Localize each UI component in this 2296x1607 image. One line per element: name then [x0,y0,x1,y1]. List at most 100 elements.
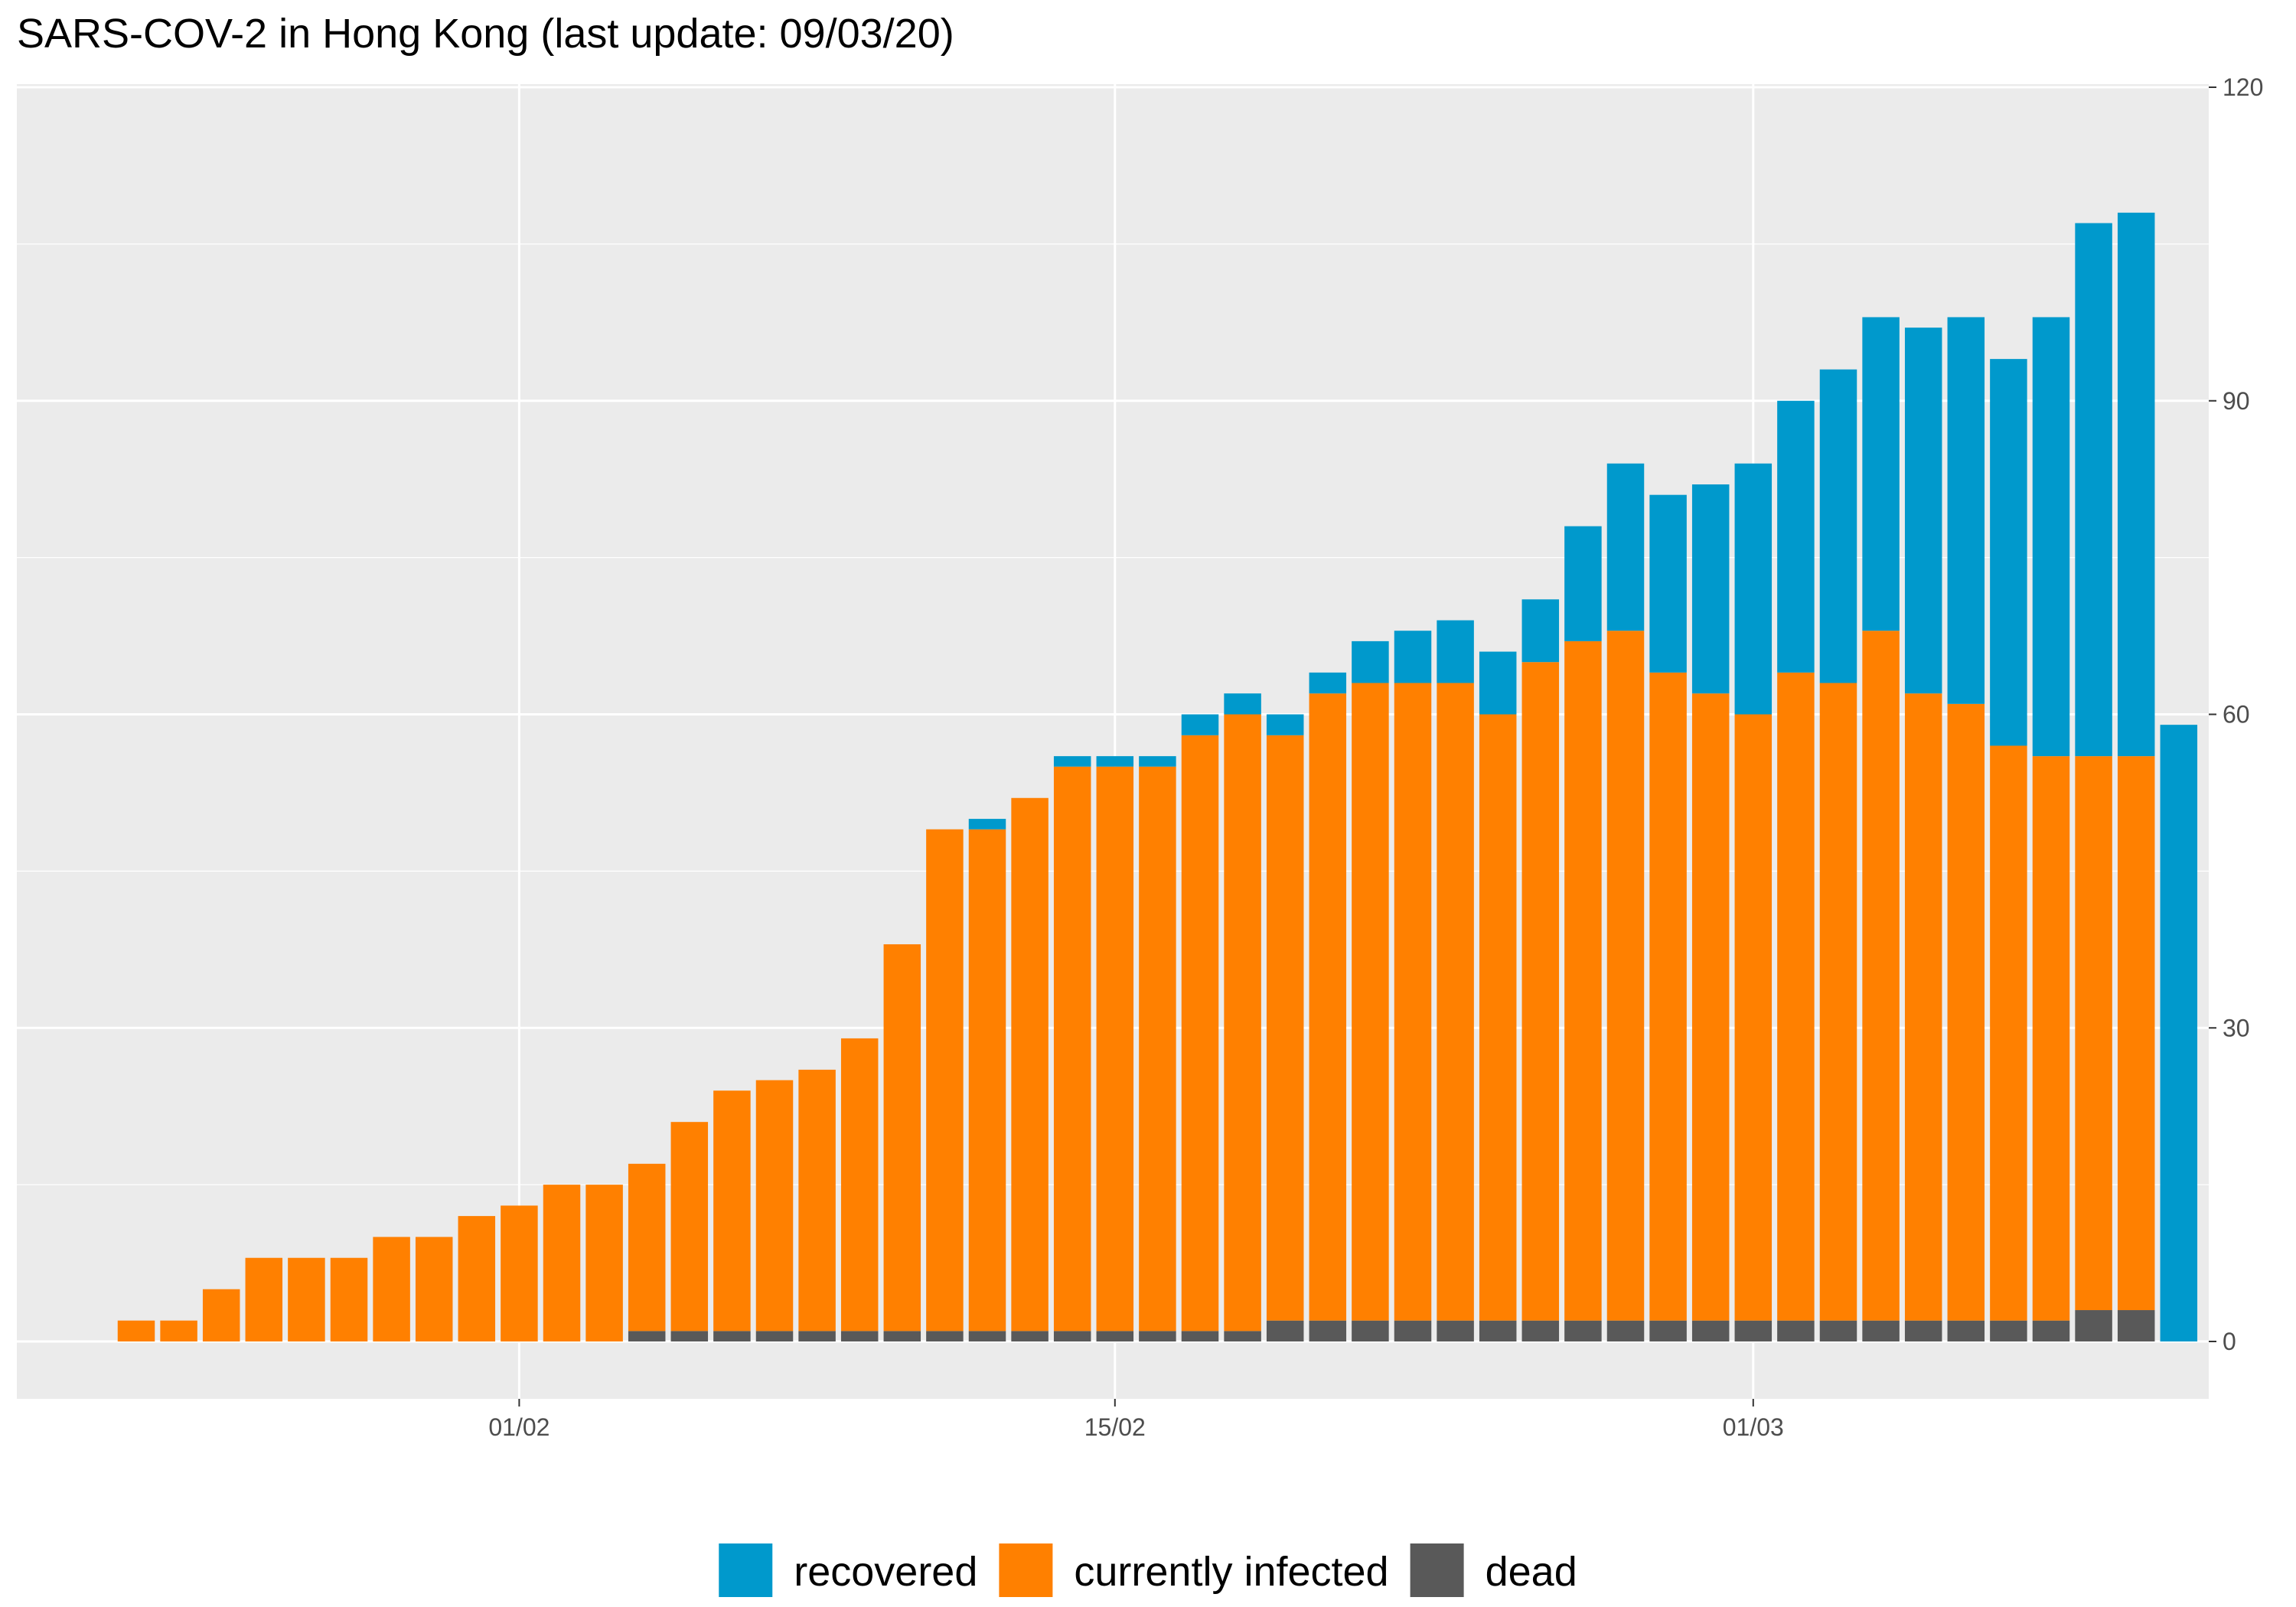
bar-currently-infected [1564,641,1602,1321]
legend-key-dead [1410,1543,1464,1597]
y-tick-label: 90 [2223,387,2250,415]
bar-currently-infected [670,1122,709,1332]
y-axis: 0 30 60 90 120 [2209,73,2263,1355]
x-tick-label: 01/03 [1723,1413,1784,1441]
bar-recovered [1437,620,1474,683]
bar-recovered [1862,317,1900,631]
bar-currently-infected [1437,683,1474,1321]
bar-dead [1181,1331,1219,1341]
bar-dead [1777,1320,1815,1341]
bar-dead [840,1331,879,1341]
bar-recovered [1096,756,1134,767]
bar-currently-infected [1309,693,1347,1321]
bar-currently-infected [1947,703,1985,1321]
bar-currently-infected [245,1257,283,1341]
bar-dead [713,1331,751,1341]
bar-recovered [1947,317,1985,704]
bar-currently-infected [883,944,921,1332]
bar-currently-infected [1011,797,1049,1332]
legend-label-recovered: recovered [794,1549,977,1595]
bar-dead [1691,1320,1730,1341]
bar-recovered [968,819,1006,830]
bar-currently-infected [288,1257,325,1341]
bar-dead [1734,1320,1773,1341]
x-tick-label: 01/02 [488,1413,550,1441]
bar-recovered [1309,672,1347,694]
bar-dead [1437,1320,1474,1341]
bar-currently-infected [585,1185,623,1341]
bar-recovered [1181,714,1219,735]
bar-dead [1819,1320,1857,1341]
legend-label-currently-infected: currently infected [1074,1549,1388,1595]
bar-currently-infected [1649,672,1687,1321]
bar-dead [2032,1320,2070,1341]
bar-dead [1053,1331,1091,1341]
bar-recovered [2075,223,2112,757]
bar-recovered [1777,400,1815,673]
bar-recovered [1990,359,2027,746]
bar-currently-infected [2117,756,2155,1311]
bar-currently-infected [1990,745,2027,1321]
bar-currently-infected [1819,683,1857,1321]
bar-dead [798,1331,836,1341]
bar-recovered [1564,526,1602,641]
bar-currently-infected [543,1185,581,1341]
bar-dead [1011,1331,1049,1341]
bar-recovered [1394,631,1432,683]
bar-currently-infected [798,1069,836,1332]
bar-recovered [1691,484,1730,694]
bar-dead [883,1331,921,1341]
bar-currently-infected [968,829,1006,1332]
bar-currently-infected [1394,683,1432,1321]
bar-dead [1990,1320,2027,1341]
x-axis: 01/02 15/02 01/03 [488,1399,1784,1441]
bar-dead [1266,1320,1304,1341]
bar-recovered [1606,463,1645,631]
bar-dead [1947,1320,1985,1341]
bar-currently-infected [628,1163,666,1332]
bar-dead [1904,1320,1942,1341]
legend-key-recovered [719,1543,773,1597]
bar-currently-infected [1224,714,1261,1332]
bar-dead [2117,1310,2155,1341]
bar-currently-infected [1352,683,1389,1321]
bar-dead [628,1331,666,1341]
bar-dead [1309,1320,1347,1341]
bar-dead [1649,1320,1687,1341]
y-tick-label: 30 [2223,1014,2250,1041]
bar-currently-infected [1181,735,1219,1332]
bar-currently-infected [1691,693,1730,1321]
bar-dead [1224,1331,1261,1341]
bar-recovered [1352,641,1389,683]
bar-currently-infected [840,1038,879,1332]
legend: recovered currently infected dead [719,1543,1577,1597]
bar-dead [1479,1320,1517,1341]
bar-recovered [1521,599,1560,663]
bar-currently-infected [1734,714,1773,1321]
bar-recovered [2032,317,2070,757]
chart-title: SARS-COV-2 in Hong Kong (last update: 09… [17,11,954,57]
bar-currently-infected [202,1289,240,1341]
bar-dead [1521,1320,1560,1341]
bar-currently-infected [1777,672,1815,1321]
bar-dead [755,1331,794,1341]
bar-recovered [1053,756,1091,767]
bar-recovered [1649,494,1687,673]
bar-recovered [2117,212,2155,757]
bar-currently-infected [415,1237,453,1341]
bars [117,212,2198,1341]
y-tick-label: 120 [2223,73,2263,101]
x-tick-label: 15/02 [1084,1413,1146,1441]
bar-dead [1862,1320,1900,1341]
bar-currently-infected [1904,693,1942,1321]
bar-currently-infected [1862,631,1900,1321]
bar-currently-infected [160,1320,197,1341]
bar-currently-infected [330,1257,368,1341]
y-tick-label: 60 [2223,701,2250,729]
bar-currently-infected [1096,766,1134,1332]
bar-recovered [1734,463,1773,715]
bar-currently-infected [1479,714,1517,1321]
bar-dead [926,1331,964,1341]
y-tick-label: 0 [2223,1328,2236,1355]
